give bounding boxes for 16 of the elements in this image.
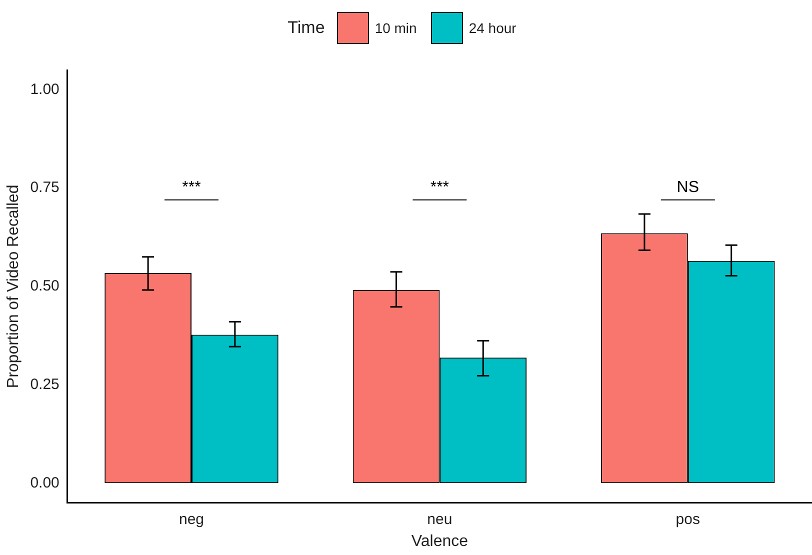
y-tick-label: 0.75 xyxy=(30,179,60,196)
annotation: *** xyxy=(182,179,201,196)
y-tick-label: 1.00 xyxy=(30,80,60,98)
legend-title: Time xyxy=(288,18,325,38)
legend-label: 10 min xyxy=(374,20,417,36)
annotation: NS xyxy=(676,179,700,196)
y-tick-label: 0.25 xyxy=(30,376,60,393)
annotation: *** xyxy=(430,179,450,196)
x-tick-label: pos xyxy=(676,510,700,528)
y-axis-title: Proportion of Video Recalled xyxy=(5,184,22,388)
y-tick-label: 0.50 xyxy=(30,278,60,295)
y-tick-label: 0.00 xyxy=(30,474,60,492)
x-tick-label: neu xyxy=(427,510,452,528)
legend-label: 24 hour xyxy=(468,20,516,36)
x-tick-label: neg xyxy=(178,510,204,528)
x-axis-title: Valence xyxy=(411,532,468,550)
